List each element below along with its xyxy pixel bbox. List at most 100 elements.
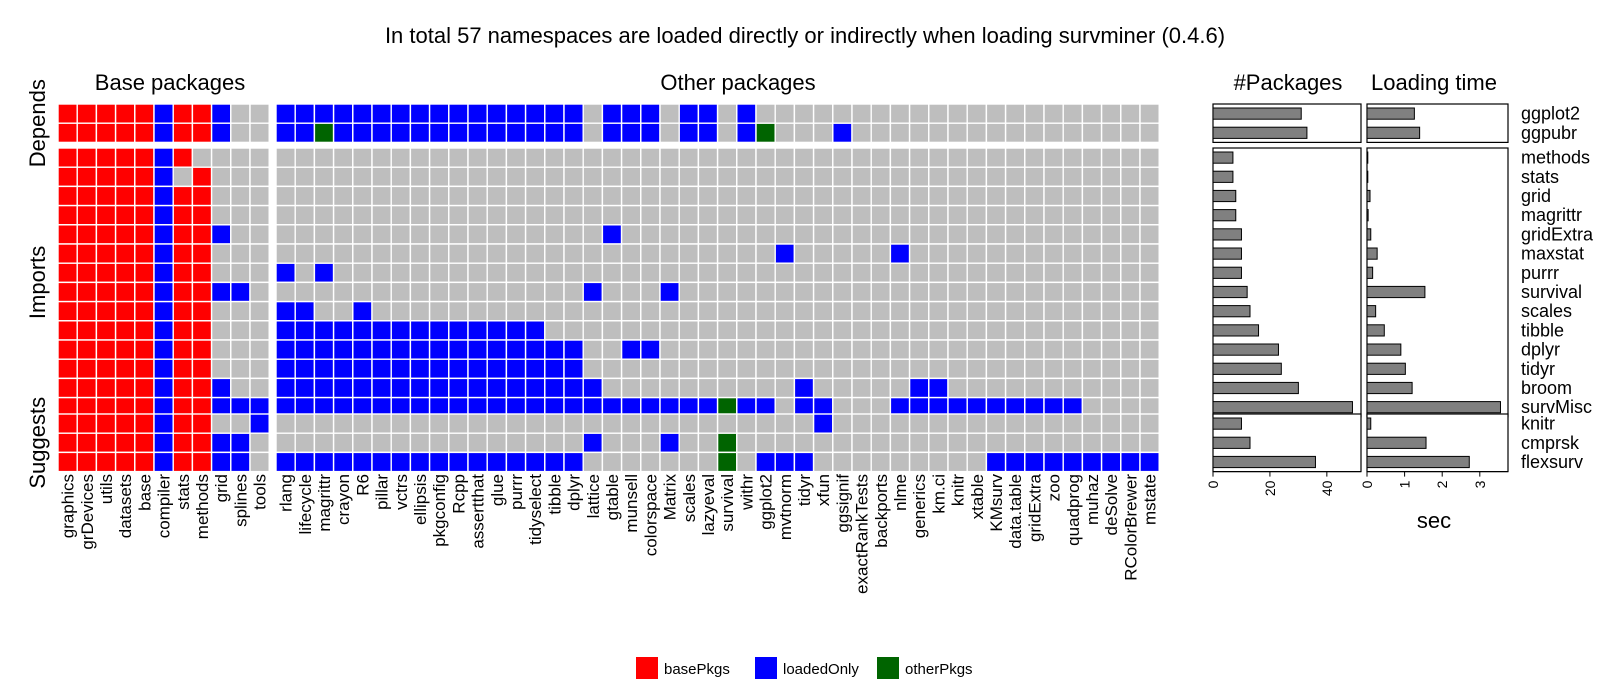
other-heatmap-cell — [486, 451, 508, 473]
other-heatmap-cell — [889, 204, 911, 226]
other-column-label: pillar — [373, 474, 392, 510]
base-heatmap-cell — [57, 122, 78, 144]
base-heatmap-cell — [249, 224, 270, 245]
loading-time-bar — [1366, 151, 1369, 164]
other-heatmap-cell — [928, 413, 949, 434]
base-heatmap-cell — [153, 281, 174, 303]
other-heatmap-cell — [275, 432, 296, 454]
other-heatmap-cell — [390, 339, 412, 360]
other-heatmap-cell — [736, 320, 757, 341]
other-heatmap-cell — [851, 281, 872, 303]
loading-time-bar — [1366, 362, 1406, 375]
other-heatmap-cell — [1062, 262, 1084, 284]
other-column-label: glue — [488, 474, 507, 506]
other-heatmap-cell — [601, 166, 623, 188]
other-heatmap-cell — [1100, 281, 1122, 303]
other-heatmap-cell — [544, 122, 565, 144]
packages-bar — [1212, 381, 1299, 395]
row-group-label: Depends — [25, 79, 50, 167]
other-heatmap-cell — [793, 339, 815, 360]
other-heatmap-cell — [601, 103, 623, 124]
other-heatmap-cell — [409, 377, 431, 399]
other-heatmap-cell — [1062, 339, 1084, 360]
base-heatmap-cell — [249, 204, 270, 226]
other-heatmap-cell — [505, 243, 527, 264]
other-column-label: Rcpp — [449, 474, 468, 514]
base-heatmap-cell — [191, 300, 213, 322]
other-heatmap-cell — [486, 339, 508, 360]
other-heatmap-cell — [947, 377, 968, 399]
other-column-label: xfun — [814, 474, 833, 506]
loading-time-panel-title: Loading time — [1371, 70, 1497, 95]
base-heatmap-cell — [76, 122, 98, 144]
other-heatmap-cell — [812, 166, 834, 188]
other-heatmap-cell — [505, 320, 527, 341]
other-column-label: muhaz — [1083, 474, 1102, 525]
other-heatmap-cell — [755, 224, 776, 245]
base-heatmap-cell — [249, 358, 270, 380]
base-heatmap-cell — [114, 281, 136, 303]
other-column-label: km.ci — [929, 474, 948, 514]
other-heatmap-cell — [908, 204, 930, 226]
base-heatmap-cell — [172, 377, 194, 399]
other-heatmap-cell — [1024, 413, 1045, 434]
base-heatmap-cell — [153, 122, 174, 144]
other-column-label: exactRankTests — [853, 474, 872, 594]
other-heatmap-cell — [620, 281, 642, 303]
other-heatmap-cell — [793, 413, 815, 434]
other-heatmap-cell — [448, 243, 469, 264]
base-heatmap-cell — [114, 451, 136, 473]
other-heatmap-cell — [1062, 281, 1084, 303]
other-heatmap-cell — [448, 204, 469, 226]
base-heatmap-cell — [191, 262, 213, 284]
other-heatmap-cell — [582, 243, 604, 264]
other-heatmap-cell — [467, 103, 488, 124]
other-heatmap-cell — [736, 339, 757, 360]
other-heatmap-cell — [908, 166, 930, 188]
base-heatmap-cell — [114, 224, 136, 245]
loading-time-bar — [1366, 436, 1427, 449]
other-heatmap-cell — [1024, 185, 1045, 207]
other-heatmap-cell — [659, 432, 680, 454]
other-column-label: KMsurv — [987, 474, 1006, 532]
other-heatmap-cell — [620, 262, 642, 284]
other-heatmap-cell — [275, 166, 296, 188]
base-heatmap-cell — [172, 147, 194, 168]
base-heatmap-cell — [230, 300, 251, 322]
base-heatmap-cell — [249, 147, 270, 168]
packages-bar — [1212, 151, 1234, 164]
base-heatmap-cell — [57, 243, 78, 264]
other-heatmap-cell — [812, 339, 834, 360]
other-heatmap-cell — [1100, 377, 1122, 399]
other-heatmap-cell — [1139, 166, 1160, 188]
base-heatmap-cell — [191, 185, 213, 207]
base-heatmap-cell — [114, 185, 136, 207]
other-heatmap-cell — [908, 147, 930, 168]
other-heatmap-cell — [1139, 281, 1160, 303]
other-heatmap-cell — [755, 122, 776, 144]
other-heatmap-cell — [678, 320, 700, 341]
other-heatmap-cell — [582, 224, 604, 245]
base-heatmap-cell — [153, 166, 174, 188]
other-heatmap-cell — [1043, 300, 1064, 322]
other-heatmap-cell — [428, 432, 450, 454]
other-heatmap-cell — [736, 147, 757, 168]
base-heatmap-cell — [76, 320, 98, 341]
other-heatmap-cell — [736, 358, 757, 380]
other-heatmap-cell — [774, 147, 796, 168]
other-heatmap-cell — [697, 204, 719, 226]
other-heatmap-cell — [736, 122, 757, 144]
base-heatmap-cell — [134, 185, 155, 207]
other-heatmap-cell — [505, 281, 527, 303]
other-heatmap-cell — [601, 243, 623, 264]
base-heatmap-cell — [76, 243, 98, 264]
other-heatmap-cell — [582, 122, 604, 144]
loading-time-bar — [1366, 401, 1501, 414]
other-heatmap-cell — [793, 300, 815, 322]
other-heatmap-cell — [697, 339, 719, 360]
base-heatmap-cell — [172, 166, 194, 188]
base-heatmap-cell — [230, 185, 251, 207]
base-heatmap-cell — [191, 166, 213, 188]
other-column-label: ggplot2 — [757, 474, 776, 530]
other-heatmap-cell — [582, 204, 604, 226]
